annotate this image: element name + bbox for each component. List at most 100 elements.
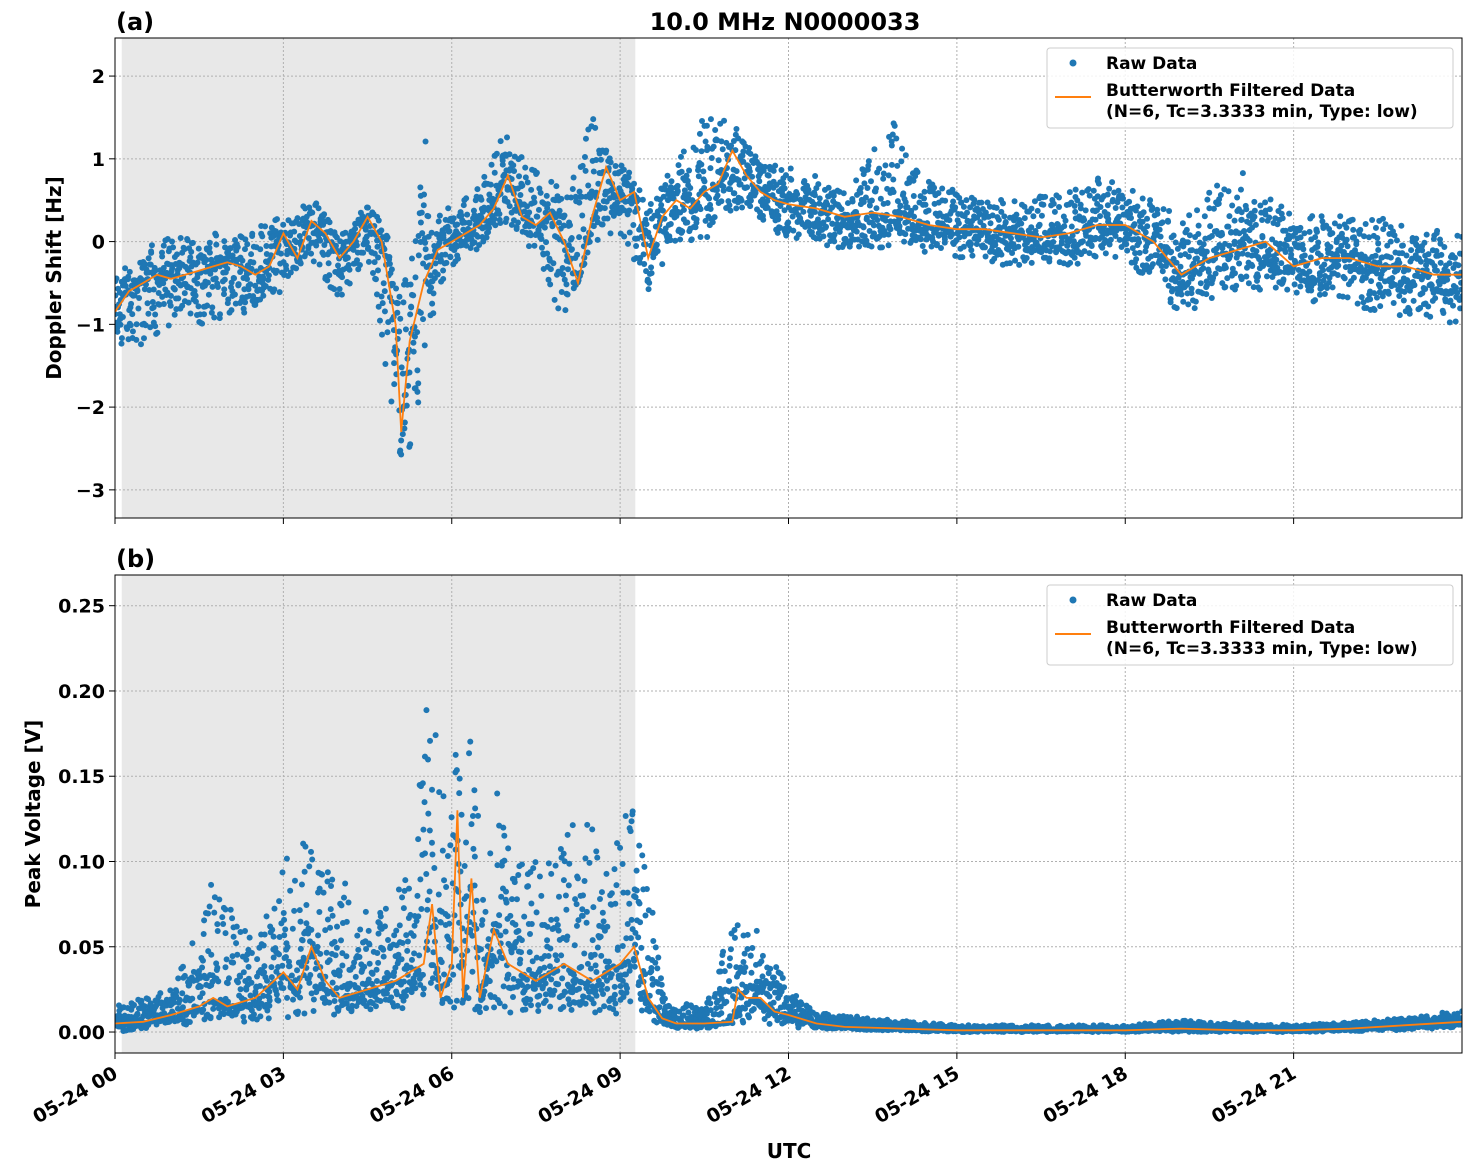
y-tick-label: 2 bbox=[92, 66, 105, 88]
raw-data-point bbox=[1225, 224, 1231, 230]
raw-data-point bbox=[1312, 234, 1318, 240]
raw-data-point bbox=[503, 889, 509, 895]
raw-data-point bbox=[1273, 257, 1279, 263]
raw-data-point bbox=[437, 919, 443, 925]
raw-data-point bbox=[775, 213, 781, 219]
raw-data-point bbox=[199, 321, 205, 327]
raw-data-point bbox=[599, 982, 605, 988]
raw-data-point bbox=[409, 957, 415, 963]
raw-data-point bbox=[547, 963, 553, 969]
raw-data-point bbox=[463, 839, 469, 845]
raw-data-point bbox=[1438, 252, 1444, 258]
raw-data-point bbox=[222, 906, 228, 912]
panel-label: (a) bbox=[116, 8, 154, 36]
raw-data-point bbox=[1108, 237, 1114, 243]
raw-data-point bbox=[146, 255, 152, 261]
raw-data-point bbox=[831, 238, 837, 244]
raw-data-point bbox=[512, 940, 518, 946]
raw-data-point bbox=[470, 813, 476, 819]
raw-data-point bbox=[467, 220, 473, 226]
raw-data-point bbox=[1401, 298, 1407, 304]
raw-data-point bbox=[480, 897, 486, 903]
raw-data-point bbox=[200, 1007, 206, 1013]
raw-data-point bbox=[697, 131, 703, 137]
raw-data-point bbox=[404, 948, 410, 954]
raw-data-point bbox=[649, 270, 655, 276]
raw-data-point bbox=[511, 168, 517, 174]
raw-data-point bbox=[359, 969, 365, 975]
raw-data-point bbox=[659, 261, 665, 267]
raw-data-point bbox=[654, 242, 660, 248]
raw-data-point bbox=[377, 318, 383, 324]
raw-data-point bbox=[942, 236, 948, 242]
raw-data-point bbox=[698, 162, 704, 168]
raw-data-point bbox=[565, 292, 571, 298]
raw-data-point bbox=[548, 871, 554, 877]
raw-data-point bbox=[159, 254, 165, 260]
raw-data-point bbox=[317, 951, 323, 957]
raw-data-point bbox=[1128, 215, 1134, 221]
raw-data-point bbox=[428, 285, 434, 291]
raw-data-point bbox=[1040, 202, 1046, 208]
raw-data-point bbox=[195, 260, 201, 266]
raw-data-point bbox=[1236, 260, 1242, 266]
raw-data-point bbox=[1363, 221, 1369, 227]
raw-data-point bbox=[221, 291, 227, 297]
raw-data-point bbox=[1157, 227, 1163, 233]
raw-data-point bbox=[592, 952, 598, 958]
raw-data-point bbox=[594, 993, 600, 999]
raw-data-point bbox=[466, 750, 472, 756]
raw-data-point bbox=[582, 855, 588, 861]
raw-data-point bbox=[1421, 240, 1427, 246]
raw-data-point bbox=[731, 190, 737, 196]
raw-data-point bbox=[901, 239, 907, 245]
raw-data-point bbox=[626, 208, 632, 214]
raw-data-point bbox=[1452, 255, 1458, 261]
raw-data-point bbox=[291, 908, 297, 914]
raw-data-point bbox=[873, 185, 879, 191]
raw-data-point bbox=[500, 825, 506, 831]
raw-data-point bbox=[575, 875, 581, 881]
raw-data-point bbox=[1247, 238, 1253, 244]
raw-data-point bbox=[928, 243, 934, 249]
raw-data-point bbox=[1096, 181, 1102, 187]
raw-data-point bbox=[684, 220, 690, 226]
raw-data-point bbox=[525, 179, 531, 185]
raw-data-point bbox=[145, 300, 151, 306]
raw-data-point bbox=[267, 997, 273, 1003]
raw-data-point bbox=[1408, 247, 1414, 253]
raw-data-point bbox=[1195, 231, 1201, 237]
raw-data-point bbox=[1113, 205, 1119, 211]
raw-data-point bbox=[271, 906, 277, 912]
raw-data-point bbox=[1120, 196, 1126, 202]
raw-data-point bbox=[374, 967, 380, 973]
raw-data-point bbox=[118, 322, 124, 328]
raw-data-point bbox=[415, 913, 421, 919]
raw-data-point bbox=[1206, 269, 1212, 275]
raw-data-point bbox=[417, 184, 423, 190]
raw-data-point bbox=[1240, 251, 1246, 257]
raw-data-point bbox=[187, 1019, 193, 1025]
raw-data-point bbox=[401, 905, 407, 911]
raw-data-point bbox=[886, 172, 892, 178]
raw-data-point bbox=[492, 170, 498, 176]
raw-data-point bbox=[339, 292, 345, 298]
raw-data-point bbox=[591, 169, 597, 175]
raw-data-point bbox=[208, 1015, 214, 1021]
raw-data-point bbox=[391, 381, 397, 387]
raw-data-point bbox=[721, 118, 727, 124]
raw-data-point bbox=[543, 239, 549, 245]
raw-data-point bbox=[261, 963, 267, 969]
raw-data-point bbox=[411, 349, 417, 355]
raw-data-point bbox=[484, 234, 490, 240]
raw-data-point bbox=[188, 249, 194, 255]
raw-data-point bbox=[1278, 260, 1284, 266]
raw-data-point bbox=[251, 1011, 257, 1017]
raw-data-point bbox=[915, 169, 921, 175]
raw-data-point bbox=[261, 943, 267, 949]
raw-data-point bbox=[1168, 249, 1174, 255]
raw-data-point bbox=[1398, 223, 1404, 229]
raw-data-point bbox=[1253, 248, 1259, 254]
